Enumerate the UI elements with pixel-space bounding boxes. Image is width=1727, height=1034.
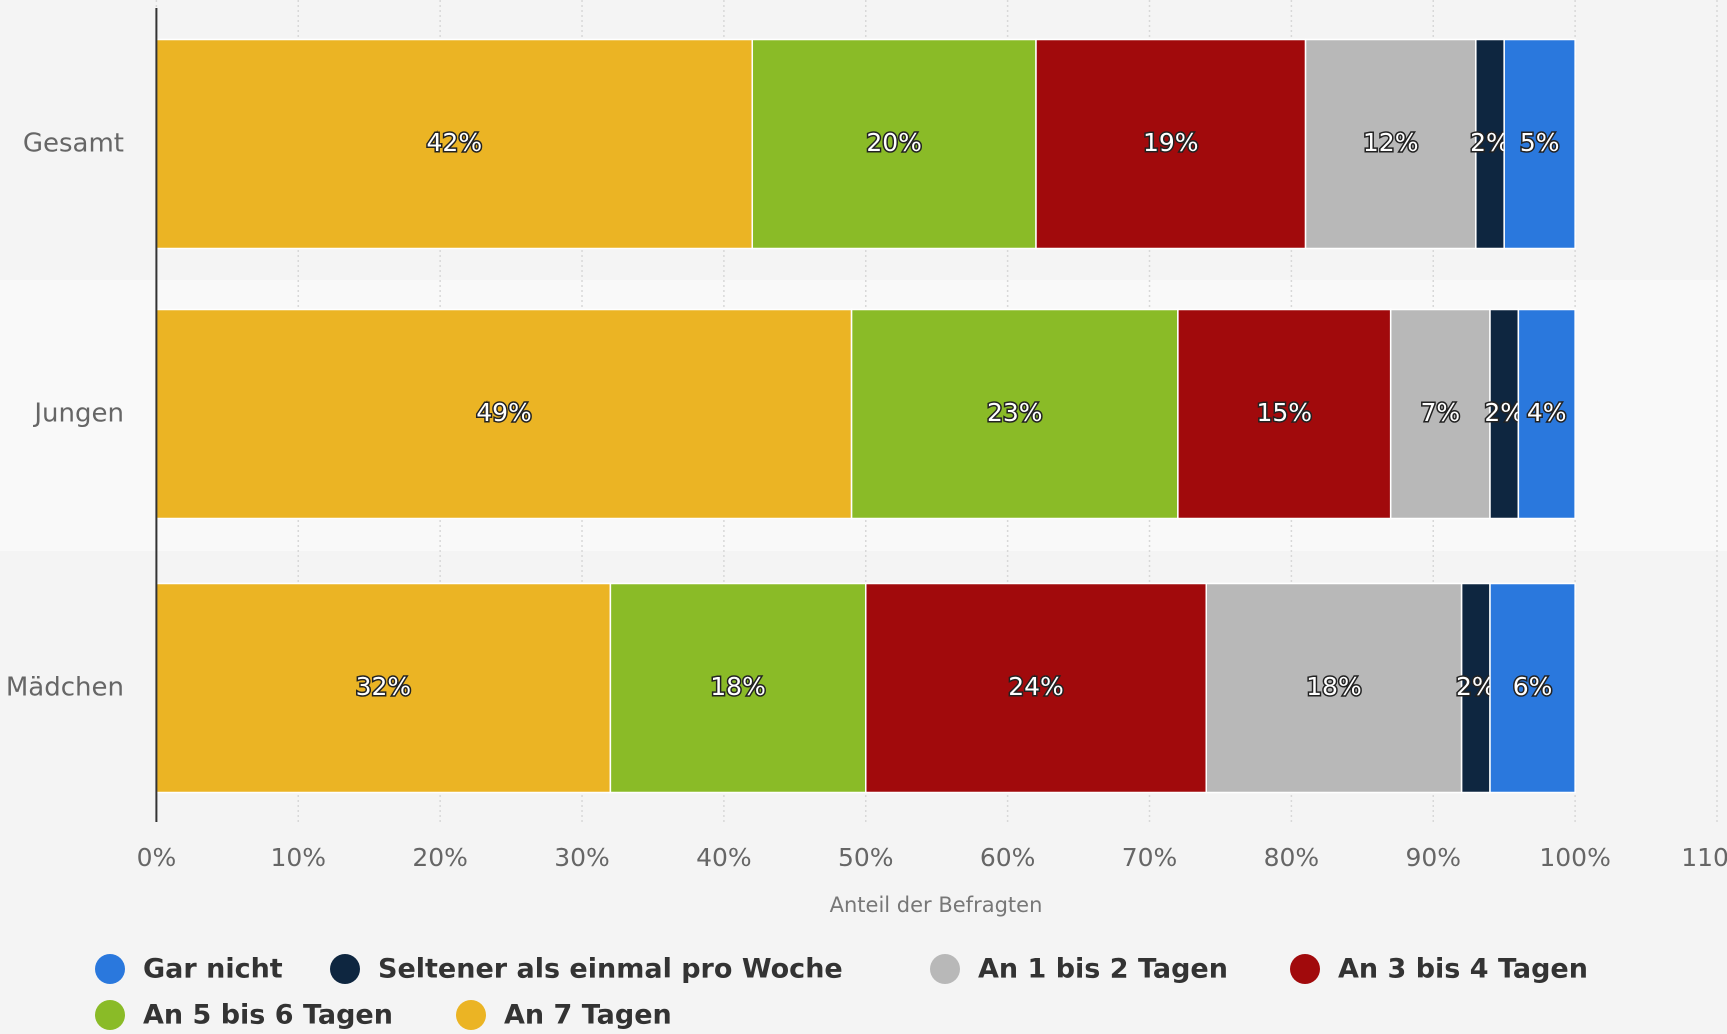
bar-segment: [865, 582, 1208, 794]
data-label: 6%: [1513, 672, 1553, 701]
x-tick-label: 70%: [1122, 843, 1178, 872]
x-tick-label: 80%: [1264, 843, 1320, 872]
data-label: 19%: [1143, 128, 1199, 157]
data-label: 23%: [987, 398, 1043, 427]
category-label: Jungen: [32, 399, 124, 429]
x-tick-label: 100%: [1539, 843, 1610, 872]
bar-segment: [1205, 582, 1463, 794]
x-axis-title: Anteil der Befragten: [830, 893, 1043, 917]
legend-label: An 7 Tagen: [504, 1000, 672, 1031]
legend-swatch: [1290, 954, 1320, 984]
bar-segment: [1489, 582, 1576, 794]
bar-segment: [1460, 582, 1491, 794]
x-tick-label: 0%: [137, 843, 177, 872]
bar-segment: [1475, 38, 1505, 250]
data-label: 15%: [1256, 398, 1312, 427]
x-tick-label: 60%: [980, 843, 1036, 872]
legend-label: An 1 bis 2 Tagen: [978, 954, 1228, 985]
bar-segment: [1177, 308, 1392, 520]
data-label: 5%: [1520, 128, 1560, 157]
data-label: 18%: [710, 672, 766, 701]
bar-segment: [1503, 38, 1576, 250]
category-label: Gesamt: [23, 129, 124, 159]
category-label: Mädchen: [6, 673, 124, 703]
bar-segment: [1304, 38, 1477, 250]
bar-segment: [1517, 308, 1576, 520]
x-tick-label: 20%: [412, 843, 468, 872]
legend-swatch: [456, 1000, 486, 1030]
legend-label: Gar nicht: [143, 954, 283, 985]
legend-label: Seltener als einmal pro Woche: [378, 954, 843, 985]
bar-segment: [609, 582, 867, 794]
data-label: 4%: [1527, 398, 1567, 427]
x-tick-label: 50%: [838, 843, 894, 872]
legend-swatch: [930, 954, 960, 984]
data-label: 49%: [476, 398, 532, 427]
bar-segment: [155, 582, 612, 794]
legend-swatch: [95, 1000, 125, 1030]
x-tick-label: 40%: [696, 843, 752, 872]
x-tick-label: 10%: [270, 843, 326, 872]
data-label: 32%: [356, 672, 412, 701]
legend-label: An 5 bis 6 Tagen: [143, 1000, 393, 1031]
data-label: 42%: [427, 128, 483, 157]
bar-segment: [1035, 38, 1307, 250]
data-label: 18%: [1306, 672, 1362, 701]
x-tick-label: 90%: [1405, 843, 1461, 872]
data-label: 7%: [1421, 398, 1461, 427]
legend-swatch: [95, 954, 125, 984]
bar-segment: [1389, 308, 1491, 520]
x-tick-label: 30%: [554, 843, 610, 872]
bar-segment: [850, 308, 1179, 520]
data-label: 24%: [1008, 672, 1064, 701]
x-tick-label: 110%: [1681, 843, 1727, 872]
bar-segment: [1489, 308, 1520, 520]
legend-swatch: [330, 954, 360, 984]
data-label: 12%: [1363, 128, 1419, 157]
data-label: 20%: [866, 128, 922, 157]
bar-segment: [155, 38, 754, 250]
legend-label: An 3 bis 4 Tagen: [1338, 954, 1588, 985]
